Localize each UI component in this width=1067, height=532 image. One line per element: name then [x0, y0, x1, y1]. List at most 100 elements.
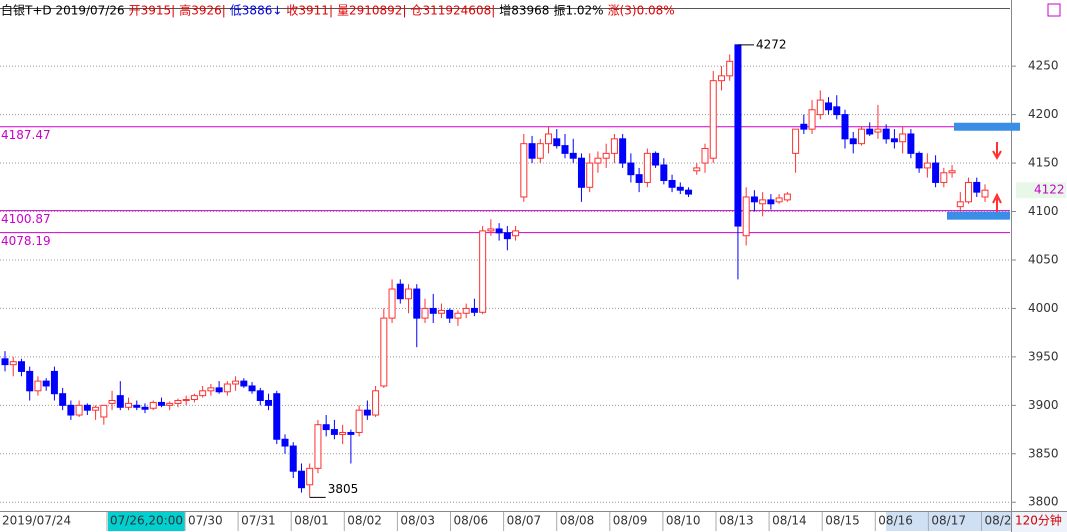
x-tick-label: 08/13: [719, 514, 754, 528]
candle-body: [322, 424, 330, 431]
y-tick-label: 3900: [1028, 398, 1059, 412]
candle-body: [182, 399, 190, 402]
candle-body: [792, 128, 800, 154]
header-item: 增83968: [499, 4, 549, 18]
candle-body: [503, 232, 511, 240]
candle-body: [742, 196, 750, 237]
candle-body: [215, 387, 223, 393]
candle-body: [125, 402, 133, 408]
y-tick-label: 4200: [1028, 107, 1059, 121]
candle-body: [734, 44, 742, 227]
candle-body: [660, 164, 668, 182]
candle-body: [857, 128, 865, 145]
header-item: 振1.02%: [553, 4, 603, 18]
candle-body: [775, 197, 783, 203]
candle-body: [668, 180, 676, 188]
candle-body: [339, 431, 347, 435]
candle-body: [849, 138, 857, 145]
candle-body: [932, 162, 940, 183]
candle-body: [116, 395, 124, 408]
x-tick-label: 08/02: [347, 514, 382, 528]
crosshair-time-bg: [108, 512, 185, 531]
candle-body: [380, 317, 388, 387]
candle-body: [685, 189, 693, 195]
candle-body: [586, 162, 594, 188]
x-tick-label: 08/06: [454, 514, 489, 528]
candle-body: [297, 470, 305, 489]
candle-body: [948, 170, 956, 174]
y-tick-label: 3800: [1028, 495, 1059, 509]
candle-body: [915, 152, 923, 169]
candle-body: [676, 186, 684, 191]
candle-body: [437, 309, 445, 314]
candle-body: [750, 196, 758, 203]
candle-body: [174, 399, 182, 404]
candle-body: [240, 380, 248, 387]
candle-body: [265, 399, 273, 406]
candle-body: [446, 309, 454, 319]
candle-body: [800, 123, 808, 130]
candle-body: [314, 424, 322, 469]
x-tick-label: 08/03: [400, 514, 435, 528]
y-tick-label: 4150: [1028, 156, 1059, 170]
y-tick-label: 3950: [1028, 349, 1059, 363]
candle-body: [133, 404, 141, 408]
candle-body: [1, 358, 9, 366]
candle-body: [9, 361, 17, 366]
x-tick-label: 08/20: [985, 514, 1020, 528]
candle-body: [627, 162, 635, 176]
level-label: 4078.19: [1, 234, 51, 248]
candle-body: [413, 288, 421, 319]
candle-body: [561, 145, 569, 154]
candle-body: [487, 228, 495, 232]
y-tick-label: 3850: [1028, 446, 1059, 460]
candle-body: [462, 307, 470, 314]
x-tick-label: 07/30: [188, 514, 223, 528]
header-item: 仓311924608|: [411, 4, 496, 18]
candle-body: [42, 380, 50, 387]
x-tick-label: 08/08: [560, 514, 595, 528]
x-tick-label: 08/01: [294, 514, 329, 528]
candle-body: [306, 467, 314, 486]
candle-body: [190, 395, 198, 401]
candle-body: [569, 152, 577, 159]
candle-body: [577, 157, 585, 188]
x-tick-label: 08/16: [878, 514, 913, 528]
header-item: 低3886↓: [230, 4, 283, 18]
candle-body: [717, 75, 725, 82]
candle-body: [248, 385, 256, 392]
header-item: 开3915|: [129, 4, 176, 18]
x-tick-label: 08/14: [772, 514, 807, 528]
header-item: 涨(3)0.08%: [608, 3, 675, 18]
candle-body: [841, 114, 849, 140]
candle-body: [289, 445, 297, 472]
level-label: 4187.47: [1, 128, 51, 142]
candle-body: [454, 312, 462, 319]
candle-body: [495, 228, 503, 234]
arrow-down: [992, 142, 1002, 161]
period-bg: [1012, 512, 1067, 532]
candle-body: [965, 181, 973, 203]
toggle-icon[interactable]: [1047, 3, 1061, 17]
header-item: 白银T+D 2019/07/26: [1, 3, 125, 18]
x-tick-label: 08/10: [666, 514, 701, 528]
candle-body: [67, 404, 75, 416]
candle-body: [528, 143, 536, 159]
candle-body: [610, 138, 618, 154]
candle-body: [199, 390, 207, 397]
x-tick-label: 08/09: [613, 514, 648, 528]
candle-body: [92, 406, 100, 411]
level-label: 4100.87: [1, 212, 51, 226]
candle-body: [701, 148, 709, 164]
candle-body: [273, 393, 281, 440]
candle-body: [207, 387, 215, 392]
candle-body: [890, 138, 898, 143]
candle-body: [223, 383, 231, 393]
candle-body: [256, 390, 264, 401]
candle-body: [100, 404, 108, 418]
candle-body: [833, 106, 841, 116]
x-tick-label: 2019/07/24: [2, 514, 71, 528]
candle-body: [421, 307, 429, 319]
candle-body: [825, 102, 833, 111]
